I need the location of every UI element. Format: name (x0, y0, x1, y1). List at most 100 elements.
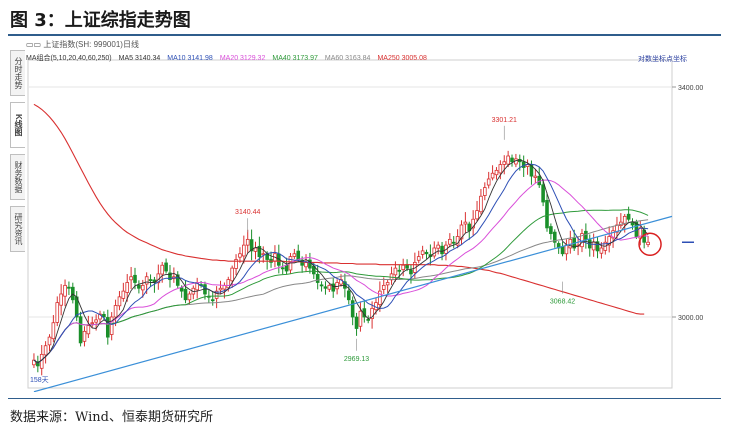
tab-research[interactable]: 研究资讯 (10, 206, 25, 252)
candle-body (584, 230, 588, 240)
annotation-label: 2969.13 (344, 356, 369, 363)
candle-body (401, 264, 405, 271)
trendline (33, 215, 673, 392)
candle-body (335, 282, 339, 290)
chart-header-label: 上证指数(SH: 999001)日线 (43, 40, 139, 49)
candle-body (78, 316, 83, 344)
candle-body (490, 172, 495, 179)
candle-body (102, 314, 106, 318)
candle-body (183, 288, 188, 301)
candle-body (47, 336, 52, 346)
candle-body (397, 269, 402, 272)
candle-body (137, 284, 141, 289)
tab-intraday[interactable]: 分时走势 (10, 50, 25, 96)
candle-body (187, 293, 192, 301)
ma-legend: MA组合(5,10,20,40,60,250) MA5 3140.34 MA10 3… (26, 54, 434, 64)
candle-body (67, 286, 71, 289)
candle-body (175, 274, 180, 286)
candle-body (257, 245, 262, 258)
candle-body (346, 290, 351, 301)
ma250-line (33, 103, 645, 315)
candle-body (148, 279, 153, 281)
annotation-label: 3068.42 (550, 299, 575, 306)
candle-body (234, 259, 238, 269)
plot-frame (27, 59, 673, 389)
candle-body (284, 264, 289, 272)
candle-body (378, 290, 382, 305)
candle-body (463, 221, 468, 225)
candle-body (451, 241, 456, 244)
candle-body (140, 284, 145, 291)
candle-body (82, 330, 87, 342)
highlight-circle (638, 232, 662, 256)
candle-body (350, 300, 355, 318)
candle-body (315, 273, 320, 283)
candle-body (117, 296, 122, 307)
candle-body (599, 247, 604, 254)
candlestick-chart: 3400.00 3000.00 3301.21 3140.44 2969.13 3068.… (27, 59, 703, 392)
ma40-line (33, 209, 649, 364)
candle-body (245, 238, 250, 246)
candle-body (109, 316, 114, 335)
candle-body (168, 272, 172, 281)
candle-body (498, 164, 503, 174)
candle-body (327, 284, 332, 290)
tab-financial[interactable]: 财务数据 (10, 154, 25, 200)
candle-body (440, 245, 444, 255)
figure-title: 图 3：上证综指走势图 (10, 10, 191, 31)
candle-body (280, 267, 285, 270)
candle-body (549, 226, 553, 235)
candle-body (393, 267, 398, 276)
candle-body (113, 305, 118, 318)
candle-body (238, 253, 242, 258)
candle-body (459, 224, 464, 240)
candle-body (226, 279, 231, 289)
ma-legend-item: MA组合(5,10,20,40,60,250) (26, 55, 112, 62)
candle-body (424, 251, 429, 255)
grid-icon[interactable]: ▭▭ (26, 40, 42, 49)
ma-legend-item: MA60 3163.84 (324, 55, 371, 62)
candle-body (595, 241, 600, 252)
source-note: 数据来源：Wind、恒泰期货研究所 (10, 410, 213, 425)
candle-body (86, 325, 91, 335)
candle-body (409, 269, 413, 275)
candle-body (479, 195, 483, 213)
candle-body (436, 244, 440, 249)
candle-body (486, 178, 491, 186)
candle-body (358, 310, 363, 327)
candle-body (36, 361, 40, 367)
candle-body (214, 290, 219, 299)
log-coordinate-toggle[interactable]: 对数坐标点坐标 (638, 56, 687, 63)
ma-legend-item: MA250 3005.08 (377, 55, 427, 62)
candle-body (494, 169, 499, 176)
candle-body (98, 313, 102, 320)
title-rule (8, 34, 721, 36)
candle-body (55, 302, 60, 323)
candle-body (265, 253, 269, 260)
tab-kline[interactable]: K线图 (10, 102, 25, 148)
candle-body (448, 238, 452, 245)
candle-body (218, 287, 223, 291)
candle-body (432, 247, 437, 257)
candle-body (564, 244, 569, 255)
candle-body (607, 236, 611, 246)
ma-legend-item: MA5 3140.34 (118, 55, 161, 62)
candle-body (560, 246, 565, 255)
candle-body (420, 250, 425, 255)
candle-body (133, 274, 137, 283)
candle-body (51, 322, 56, 340)
candle-body (370, 307, 374, 319)
candle-body (483, 187, 487, 196)
side-tabs: 分时走势 K线图 财务数据 研究资讯 (10, 50, 26, 258)
chart-panel: 3400.00 3000.00 3301.21 3140.44 2969.13 3068.… (10, 40, 719, 392)
candle-body (164, 262, 168, 272)
ma-legend-item: MA20 3129.32 (219, 55, 266, 62)
candle-body (626, 213, 631, 220)
candle-body (43, 345, 48, 356)
candle-body (366, 318, 371, 321)
candle-body (296, 250, 301, 260)
candle-body (319, 284, 324, 287)
candle-body (249, 239, 254, 252)
candle-body (210, 299, 215, 302)
candle-body (545, 199, 549, 229)
